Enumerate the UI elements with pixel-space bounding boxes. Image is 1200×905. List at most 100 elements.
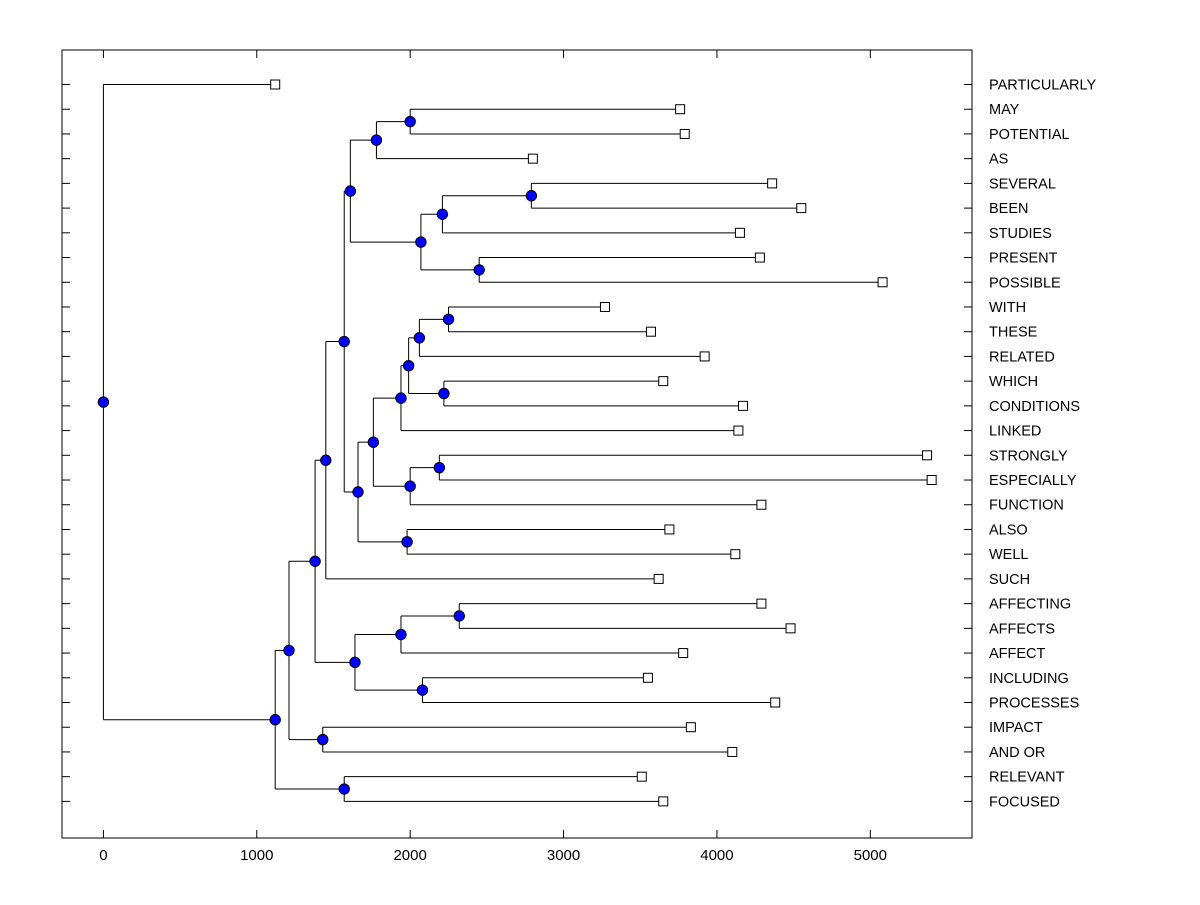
- leaf-label[interactable]: PARTICULARLY: [989, 78, 1096, 94]
- internal-node-marker[interactable]: [473, 264, 485, 276]
- leaf-marker[interactable]: [738, 400, 749, 411]
- x-tick-label: 3000: [547, 847, 580, 864]
- internal-node-marker[interactable]: [433, 461, 446, 474]
- leaf-marker[interactable]: [767, 178, 778, 189]
- labels: 0 1000 2000 3000 4000 5000 PARTICULARLY MAY POTE…: [99, 78, 1096, 865]
- x-tick-label: 2000: [393, 847, 426, 864]
- internal-node-marker[interactable]: [402, 359, 415, 372]
- internal-node-marker[interactable]: [370, 134, 383, 146]
- leaf-label[interactable]: AFFECT: [989, 646, 1046, 662]
- internal-node-marker[interactable]: [317, 733, 329, 746]
- leaf-marker[interactable]: [527, 153, 538, 164]
- leaf-label[interactable]: LINKED: [989, 424, 1041, 440]
- internal-node-marker[interactable]: [404, 480, 416, 492]
- leaf-marker[interactable]: [785, 623, 796, 634]
- leaf-marker[interactable]: [658, 376, 669, 387]
- axes: [62, 50, 972, 838]
- node-markers: [97, 79, 937, 807]
- leaf-label[interactable]: AS: [989, 152, 1008, 168]
- internal-node-marker[interactable]: [349, 656, 361, 669]
- internal-node-marker[interactable]: [367, 436, 380, 448]
- leaf-label[interactable]: AFFECTING: [989, 597, 1071, 613]
- internal-node-marker[interactable]: [352, 486, 364, 498]
- internal-node-marker[interactable]: [453, 610, 465, 622]
- leaf-label[interactable]: WITH: [989, 300, 1026, 316]
- leaf-marker[interactable]: [922, 450, 933, 461]
- leaf-marker[interactable]: [645, 326, 656, 337]
- internal-node-marker[interactable]: [269, 714, 281, 726]
- x-tick-label: 5000: [854, 847, 887, 864]
- internal-node-marker[interactable]: [320, 454, 332, 466]
- leaf-label[interactable]: FUNCTION: [989, 498, 1064, 514]
- internal-node-marker[interactable]: [525, 190, 538, 202]
- internal-node-marker[interactable]: [344, 185, 357, 197]
- leaf-marker[interactable]: [796, 203, 807, 214]
- internal-node-marker[interactable]: [97, 396, 110, 408]
- plot-box: [61, 49, 973, 839]
- internal-node-marker[interactable]: [442, 313, 455, 326]
- leaf-label[interactable]: ALSO: [989, 522, 1028, 538]
- leaf-marker[interactable]: [754, 252, 765, 263]
- leaf-marker[interactable]: [730, 549, 741, 560]
- leaf-label[interactable]: INCLUDING: [989, 671, 1069, 687]
- leaf-marker[interactable]: [653, 573, 664, 584]
- leaf-label[interactable]: SUCH: [989, 572, 1030, 588]
- internal-node-marker[interactable]: [401, 536, 413, 548]
- leaf-label[interactable]: SEVERAL: [989, 176, 1056, 192]
- internal-node-marker[interactable]: [416, 684, 429, 696]
- leaf-marker[interactable]: [270, 79, 281, 90]
- internal-node-marker[interactable]: [415, 236, 427, 248]
- leaf-label[interactable]: FOCUSED: [989, 794, 1060, 810]
- internal-node-marker[interactable]: [413, 332, 426, 344]
- leaf-label[interactable]: MAY: [989, 102, 1020, 118]
- leaf-label[interactable]: PRESENT: [989, 251, 1058, 267]
- leaf-label[interactable]: BEEN: [989, 201, 1029, 217]
- leaf-marker[interactable]: [678, 648, 689, 659]
- leaf-marker[interactable]: [734, 227, 745, 238]
- leaf-marker[interactable]: [679, 128, 690, 139]
- leaf-label[interactable]: RELATED: [989, 349, 1055, 365]
- leaf-marker[interactable]: [756, 598, 767, 609]
- leaf-label[interactable]: AND OR: [989, 745, 1045, 761]
- leaf-marker[interactable]: [733, 425, 744, 436]
- leaf-marker[interactable]: [658, 796, 669, 807]
- internal-node-marker[interactable]: [309, 555, 321, 567]
- leaf-label[interactable]: AFFECTS: [989, 621, 1055, 637]
- leaf-marker[interactable]: [770, 697, 781, 708]
- leaf-label[interactable]: POTENTIAL: [989, 127, 1070, 143]
- internal-node-marker[interactable]: [338, 783, 350, 795]
- leaf-label[interactable]: RELEVANT: [989, 770, 1065, 786]
- leaf-marker[interactable]: [664, 524, 675, 535]
- internal-node-marker[interactable]: [438, 387, 450, 400]
- x-tick-label: 1000: [240, 847, 273, 864]
- leaf-marker[interactable]: [636, 771, 647, 782]
- leaf-label[interactable]: CONDITIONS: [989, 399, 1080, 415]
- leaf-label[interactable]: POSSIBLE: [989, 275, 1061, 291]
- internal-node-marker[interactable]: [404, 115, 416, 128]
- x-tick-label: 4000: [700, 847, 733, 864]
- leaf-marker[interactable]: [926, 475, 937, 486]
- internal-node-marker[interactable]: [395, 392, 407, 404]
- leaf-label[interactable]: WELL: [989, 547, 1029, 563]
- internal-node-marker[interactable]: [436, 208, 449, 220]
- leaf-marker[interactable]: [675, 104, 686, 115]
- leaf-marker[interactable]: [599, 301, 610, 312]
- leaf-label[interactable]: PROCESSES: [989, 696, 1079, 712]
- leaf-marker[interactable]: [727, 746, 738, 757]
- leaf-label[interactable]: STUDIES: [989, 226, 1052, 242]
- leaf-marker[interactable]: [877, 277, 888, 288]
- leaf-label[interactable]: THESE: [989, 325, 1038, 341]
- internal-node-marker[interactable]: [338, 335, 350, 348]
- leaf-label[interactable]: WHICH: [989, 374, 1038, 390]
- leaf-marker[interactable]: [642, 672, 653, 683]
- internal-node-marker[interactable]: [395, 628, 407, 641]
- internal-node-marker[interactable]: [283, 644, 295, 657]
- leaf-label[interactable]: ESPECIALLY: [989, 473, 1077, 489]
- leaf-marker[interactable]: [756, 499, 767, 510]
- leaf-label[interactable]: STRONGLY: [989, 448, 1068, 464]
- leaf-label[interactable]: IMPACT: [989, 720, 1043, 736]
- leaf-marker[interactable]: [685, 722, 696, 733]
- leaf-marker[interactable]: [699, 351, 710, 362]
